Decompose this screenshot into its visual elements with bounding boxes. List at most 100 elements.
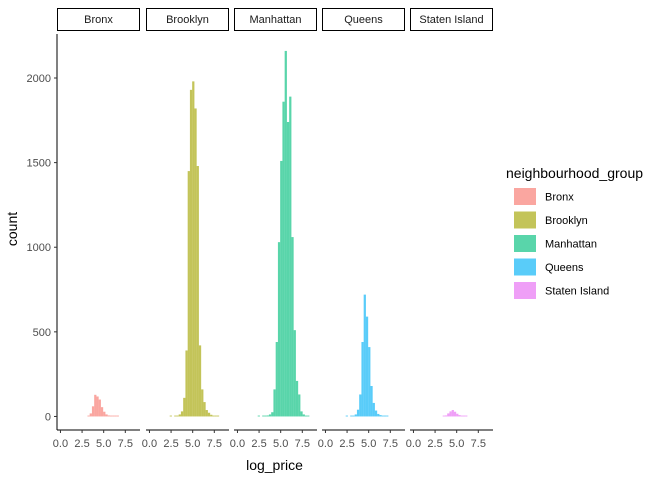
histogram-bar: [94, 394, 97, 417]
histogram-bar: [216, 415, 220, 417]
facet-strip: [146, 8, 229, 31]
facet-strip-label: Staten Island: [419, 14, 483, 26]
facet-strip-label: Brooklyn: [166, 14, 209, 26]
histogram-bar: [282, 101, 285, 417]
histogram-bar: [91, 406, 95, 417]
histogram-bar: [105, 414, 108, 417]
facet-panel: Manhattan 0.0 2.5 5.0 7.5: [230, 8, 317, 450]
legend-label: Bronx: [545, 192, 574, 204]
histogram-bar: [89, 413, 92, 417]
x-tick-label: 5.0: [449, 438, 464, 450]
facet-panel: Brooklyn 0.0 2.5 5.0 7.5: [142, 8, 229, 450]
histogram-bar: [198, 345, 202, 417]
histogram-bar: [194, 108, 197, 417]
legend-title: neighbourhood_group: [506, 165, 643, 181]
histogram-bar: [203, 402, 206, 417]
histogram-bar: [271, 412, 274, 417]
x-tick-label: 5.0: [185, 438, 200, 450]
histogram-bar: [266, 415, 269, 417]
histogram-bar: [214, 415, 217, 417]
histogram-bars: [257, 50, 310, 417]
facet-strip-label: Queens: [344, 14, 383, 26]
histogram-bar: [116, 415, 119, 417]
y-tick-label: 1000: [27, 242, 51, 254]
histogram-bar: [109, 415, 113, 417]
histogram-bar: [300, 411, 303, 417]
facet-strip-label: Bronx: [84, 14, 113, 26]
histogram-bar: [87, 415, 90, 417]
histogram-bar: [178, 414, 181, 417]
histogram-bars: [345, 294, 389, 417]
histogram-bar: [451, 410, 454, 417]
histogram-bar: [458, 415, 461, 417]
histogram-bar: [100, 407, 104, 417]
histogram-bar: [212, 415, 215, 417]
histogram-bar: [107, 415, 110, 417]
histogram-bar: [98, 399, 101, 417]
histogram-bar: [456, 413, 459, 417]
x-tick-label: 2.5: [163, 438, 178, 450]
facet-strip: [410, 8, 493, 31]
histogram-bar: [112, 415, 115, 417]
x-tick-label: 5.0: [273, 438, 288, 450]
histogram-bar: [381, 415, 384, 417]
x-tick-label: 0.0: [53, 438, 68, 450]
x-tick-label: 2.5: [427, 438, 442, 450]
x-tick-label: 7.5: [207, 438, 222, 450]
histogram-bar: [289, 96, 292, 417]
facet-panel: Queens 0.0 2.5 5.0 7.5: [318, 8, 405, 450]
histogram-bar: [180, 411, 184, 417]
histogram-bar: [298, 394, 301, 417]
histogram-bar: [444, 415, 448, 417]
histogram-bar: [196, 166, 199, 417]
facet-panel: Staten Island 0.0 2.5 5.0 7.5: [406, 8, 493, 450]
facet-strip: [322, 8, 405, 31]
histogram-bar: [277, 242, 281, 417]
histogram-bar: [103, 411, 106, 417]
x-tick-label: 7.5: [118, 438, 133, 450]
legend-label: Queens: [545, 262, 584, 274]
legend-swatch: [514, 282, 536, 299]
histogram-bar: [169, 415, 172, 417]
y-tick-label: 500: [33, 327, 51, 339]
x-tick-label: 5.0: [361, 438, 376, 450]
histogram-bar: [460, 415, 463, 417]
histogram-bar: [268, 414, 272, 417]
histogram-bar: [352, 415, 355, 417]
histogram-bar: [187, 171, 190, 417]
histogram-bar: [442, 415, 445, 417]
histogram-bar: [114, 415, 117, 417]
histogram-bar: [284, 50, 287, 417]
histogram-bar: [286, 122, 290, 417]
histogram-bar: [201, 389, 204, 417]
x-tick-label: 0.0: [318, 438, 333, 450]
legend-swatch: [514, 188, 536, 205]
histogram-bar: [207, 412, 211, 417]
y-tick-label: 2000: [27, 73, 51, 85]
histogram-bar: [264, 415, 267, 417]
histogram-bar: [356, 409, 360, 417]
histogram-bar: [447, 413, 450, 417]
histogram-bar: [189, 89, 193, 417]
legend-label: Manhattan: [545, 239, 597, 251]
histogram-bar: [185, 350, 188, 417]
histogram-bar: [383, 415, 387, 417]
histogram-bar: [354, 414, 357, 417]
histogram-bar: [449, 411, 452, 417]
x-tick-label: 7.5: [471, 438, 486, 450]
y-axis-title: count: [4, 212, 20, 246]
histogram-bar: [453, 411, 457, 417]
histogram-bar: [465, 415, 468, 417]
y-axis: 0 500 1000 1500 2000: [27, 34, 58, 430]
x-tick-label: 2.5: [251, 438, 266, 450]
histogram-bar: [291, 237, 294, 417]
x-tick-label: 2.5: [339, 438, 354, 450]
histogram-bar: [350, 415, 353, 417]
histogram-bar: [210, 414, 213, 417]
x-tick-label: 7.5: [295, 438, 310, 450]
facet-panel: Bronx 0.0 2.5 5.0 7.5: [53, 8, 140, 450]
histogram-bar: [205, 410, 208, 417]
histogram-bar: [192, 81, 195, 417]
